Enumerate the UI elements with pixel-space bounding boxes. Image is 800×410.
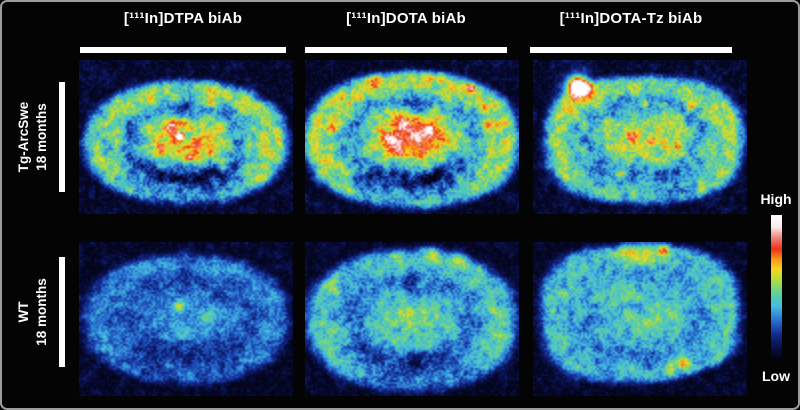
colorbar-low-label: Low bbox=[762, 368, 790, 384]
row-label-wt: WT 18 months bbox=[15, 278, 51, 346]
row-label-tg-arcswe-line1: Tg-ArcSwe bbox=[16, 101, 32, 173]
intensity-colorbar bbox=[771, 215, 782, 362]
spect-scan-tg-arcswe-dota-tz bbox=[533, 60, 747, 214]
row-bar-wt bbox=[59, 257, 65, 367]
column-header-dota-tz: [¹¹¹In]DOTA-Tz biAb bbox=[559, 10, 703, 27]
spect-scan-wt-dota bbox=[305, 242, 519, 396]
colorbar-high-label: High bbox=[760, 191, 792, 207]
row-label-wt-line2: 18 months bbox=[34, 278, 49, 346]
column-underline-dota bbox=[305, 47, 507, 53]
spect-scan-tg-arcswe-dtpa bbox=[79, 60, 293, 214]
column-header-dtpa: [¹¹¹In]DTPA biAb bbox=[123, 10, 243, 27]
row-label-wt-line1: WT bbox=[16, 301, 32, 323]
spect-scan-wt-dtpa bbox=[79, 242, 293, 396]
row-label-tg-arcswe-line2: 18 months bbox=[34, 103, 49, 171]
column-underline-dota-tz bbox=[530, 47, 732, 53]
column-underline-dtpa bbox=[80, 47, 286, 53]
row-bar-tg-arcswe bbox=[59, 82, 65, 192]
row-label-tg-arcswe: Tg-ArcSwe 18 months bbox=[15, 102, 51, 173]
spect-scan-wt-dota-tz bbox=[533, 242, 747, 396]
spect-scan-tg-arcswe-dota bbox=[305, 60, 519, 214]
column-header-dota: [¹¹¹In]DOTA biAb bbox=[346, 10, 466, 27]
